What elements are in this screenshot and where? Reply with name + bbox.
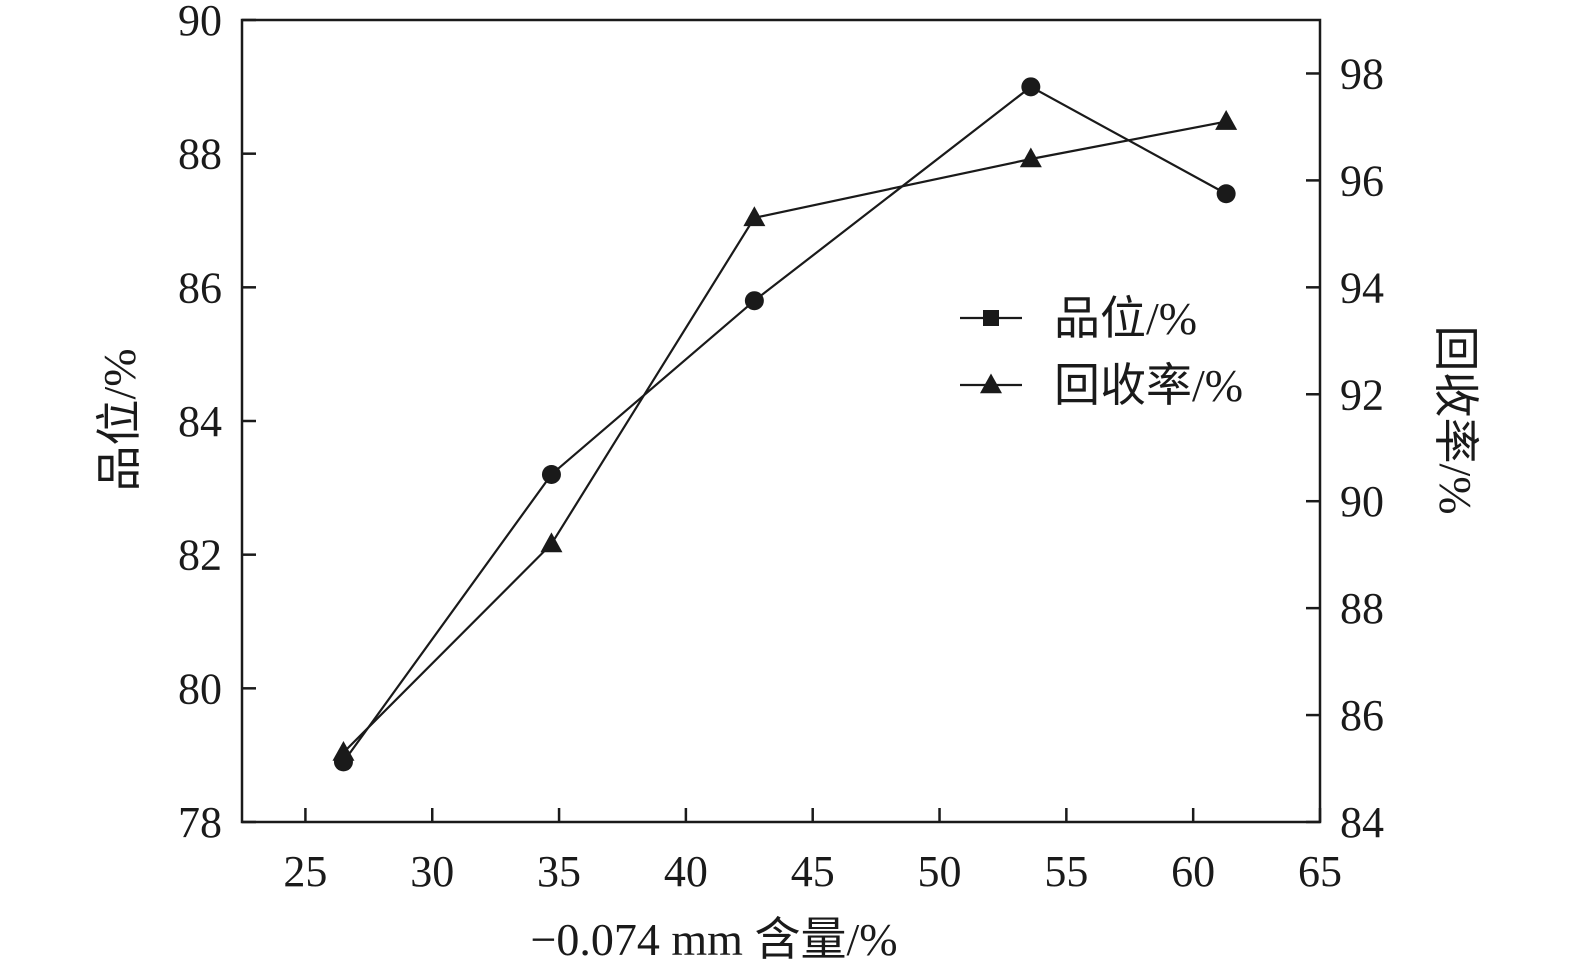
x-tick-label: 30 — [410, 847, 454, 896]
left-y-tick-label: 88 — [178, 130, 222, 179]
series-line-2 — [342, 120, 1227, 754]
right-y-tick-label: 86 — [1340, 691, 1384, 740]
left-y-tick-label: 80 — [178, 664, 222, 713]
x-tick-label: 50 — [918, 847, 962, 896]
legend-marker-2 — [980, 373, 1002, 394]
series-1-point — [541, 464, 561, 484]
series-2-point — [1215, 110, 1238, 130]
x-tick-label: 25 — [283, 847, 327, 896]
legend-label-1: 品位/% — [1054, 293, 1197, 344]
right-y-axis-label: 回收率/% — [1430, 325, 1481, 514]
left-y-tick-label: 86 — [178, 263, 222, 312]
right-y-axis: 84 86 88 90 92 94 96 98 — [1306, 49, 1384, 847]
series-1-point — [744, 291, 764, 311]
right-y-tick-label: 90 — [1340, 477, 1384, 526]
left-y-tick-label: 90 — [178, 0, 222, 45]
left-y-axis: 78 80 82 84 86 88 90 — [178, 0, 256, 847]
x-axis-label: −0.074 mm 含量/% — [530, 914, 897, 965]
right-y-tick-label: 98 — [1340, 49, 1384, 98]
left-y-tick-label: 78 — [178, 798, 222, 847]
x-tick-label: 35 — [537, 847, 581, 896]
x-axis: 25 30 35 40 45 50 55 60 65 — [283, 808, 1342, 896]
series-2-point — [540, 532, 563, 553]
right-y-tick-label: 84 — [1340, 798, 1384, 847]
series-2-point — [743, 206, 766, 227]
series-2-point — [1019, 147, 1042, 168]
legend-label-2: 回收率/% — [1054, 360, 1243, 411]
legend-marker-1 — [983, 310, 999, 326]
series-layer — [332, 77, 1238, 772]
x-tick-label: 60 — [1171, 847, 1215, 896]
left-y-tick-label: 84 — [178, 397, 222, 446]
left-y-axis-label: 品位/% — [94, 348, 145, 491]
x-tick-label: 40 — [664, 847, 708, 896]
x-tick-label: 55 — [1044, 847, 1088, 896]
series-1-point — [1216, 184, 1236, 204]
x-tick-label: 45 — [791, 847, 835, 896]
right-y-tick-label: 88 — [1340, 584, 1384, 633]
series-1-point — [1021, 77, 1041, 97]
series-line-1 — [342, 85, 1227, 763]
left-y-tick-label: 82 — [178, 531, 222, 580]
plot-frame — [240, 18, 1322, 824]
series-2-point — [332, 740, 355, 761]
right-y-tick-label: 92 — [1340, 370, 1384, 419]
legend: 品位/% 回收率/% — [960, 293, 1243, 411]
right-y-tick-label: 94 — [1340, 263, 1384, 312]
right-y-tick-label: 96 — [1340, 156, 1384, 205]
x-tick-label: 65 — [1298, 847, 1342, 896]
